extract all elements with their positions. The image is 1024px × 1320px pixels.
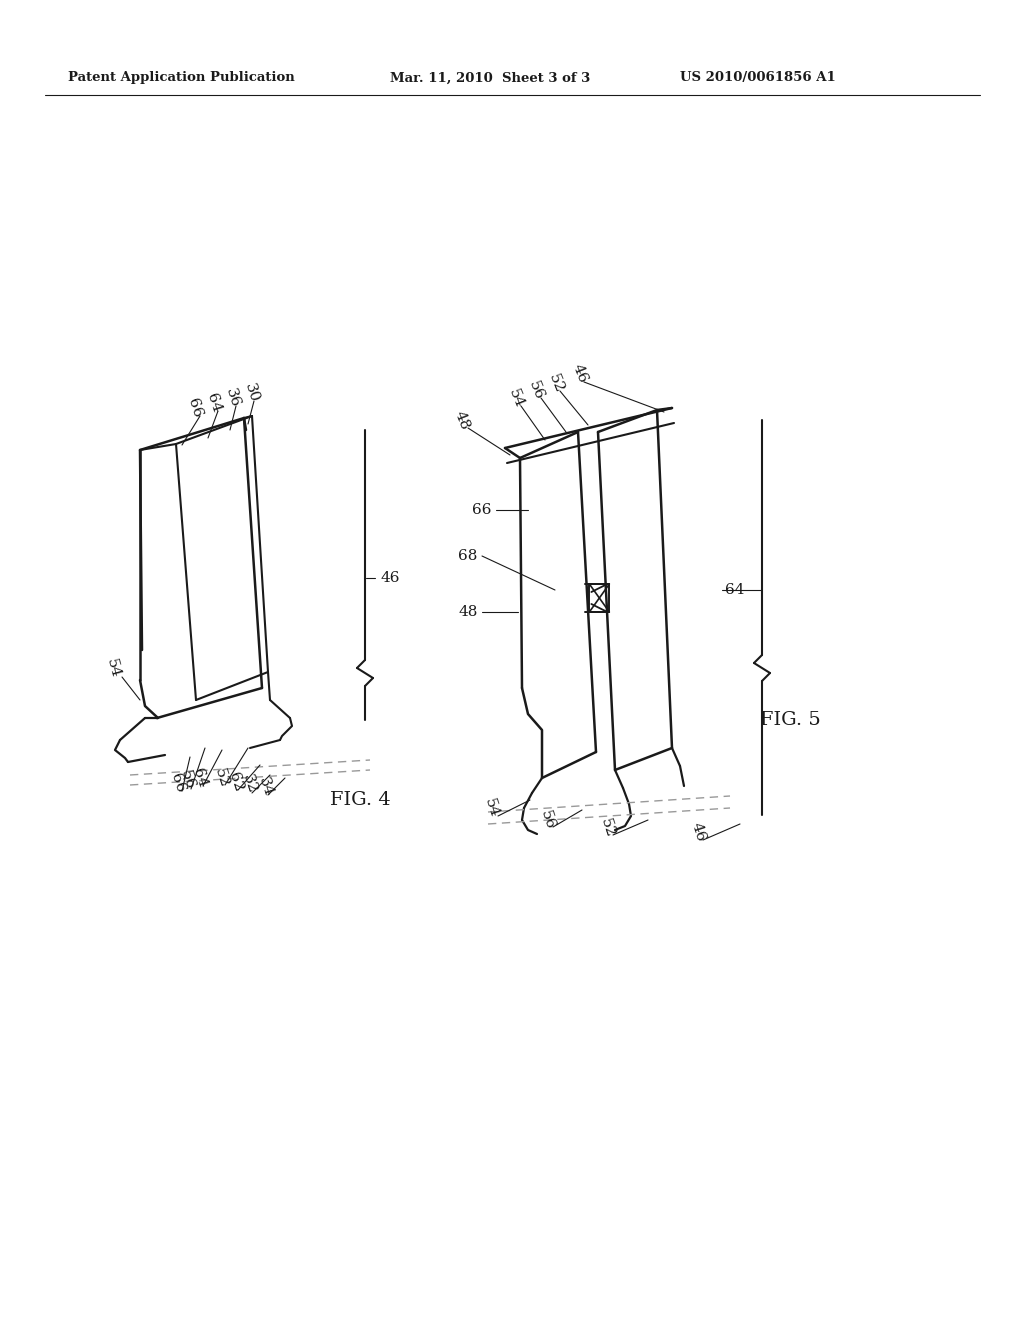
Text: 52: 52 [546,371,566,395]
Text: 54: 54 [506,387,526,409]
Text: 46: 46 [380,572,399,585]
Text: 46: 46 [570,362,590,385]
Text: 68: 68 [459,549,477,564]
Text: 54: 54 [103,657,122,680]
Text: 36: 36 [223,387,243,409]
Text: FIG. 4: FIG. 4 [330,791,391,809]
Text: 34: 34 [256,776,275,799]
Text: 54: 54 [482,797,502,820]
Text: 48: 48 [459,605,477,619]
Text: 46: 46 [688,821,708,843]
Text: 66: 66 [185,396,205,420]
Text: 66: 66 [472,503,492,517]
Text: FIG. 5: FIG. 5 [760,711,820,729]
Text: Patent Application Publication: Patent Application Publication [68,71,295,84]
Text: 30: 30 [243,381,262,404]
Text: 56: 56 [539,809,558,832]
Text: Mar. 11, 2010  Sheet 3 of 3: Mar. 11, 2010 Sheet 3 of 3 [390,71,590,84]
Text: 48: 48 [452,408,472,432]
Text: 64: 64 [205,392,223,414]
Text: 32: 32 [241,772,260,796]
Text: 52: 52 [212,767,231,789]
Text: 52: 52 [598,817,617,840]
Text: 56: 56 [178,768,198,792]
Text: 56: 56 [526,379,546,401]
Text: 62: 62 [226,771,246,793]
Text: 66: 66 [168,772,187,795]
Text: US 2010/0061856 A1: US 2010/0061856 A1 [680,71,836,84]
Text: 64: 64 [190,767,210,789]
Text: 64: 64 [725,583,744,597]
